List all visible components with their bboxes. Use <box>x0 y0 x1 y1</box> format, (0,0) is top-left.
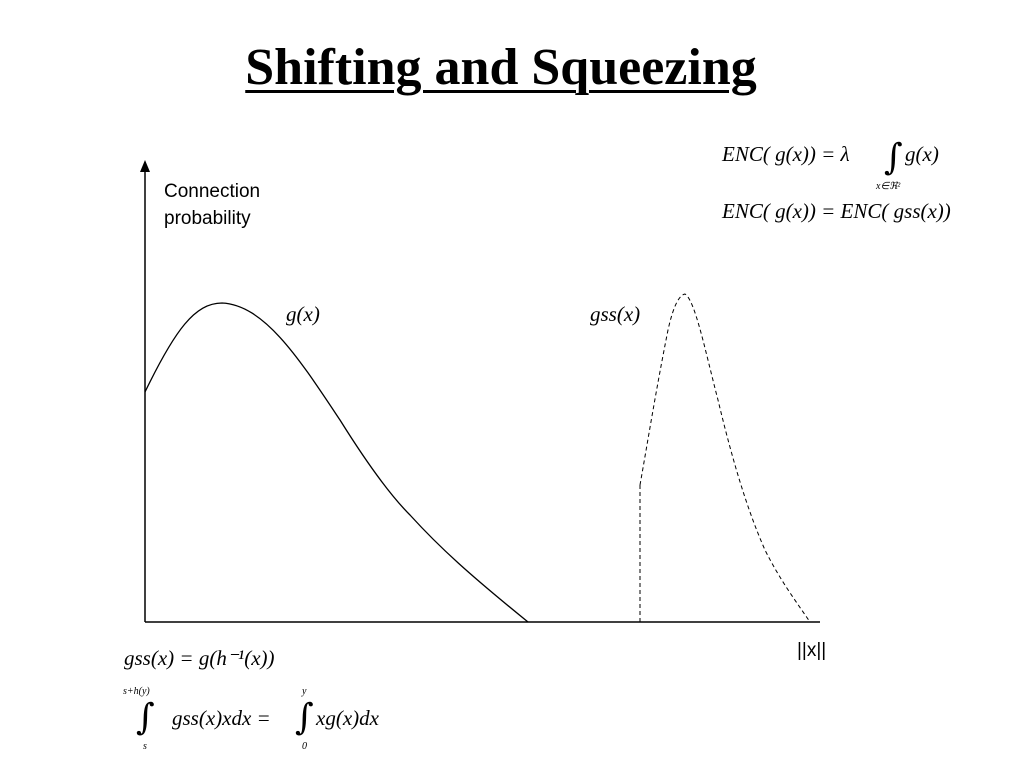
y-axis-label-line1: Connection <box>164 181 261 202</box>
enc-equation-1-right: g(x) <box>905 142 939 166</box>
y-axis-label: Connection probability <box>164 178 260 232</box>
y-axis-arrowhead <box>140 160 150 172</box>
right-integral-lower-limit: 0 <box>302 741 307 752</box>
gss-definition: gss(x) = g(h⁻¹(x)) <box>124 646 275 670</box>
enc-equation-2: ENC( g(x)) = ENC( gss(x)) <box>722 199 951 223</box>
g-curve <box>144 302 529 623</box>
right-integral-sign: ∫ <box>295 697 314 738</box>
left-integral-body: gss(x)xdx = <box>172 706 271 730</box>
enc-integral-sign: ∫ <box>884 137 903 178</box>
left-integral-sign: ∫ <box>136 697 155 738</box>
slide-title: Shifting and Squeezing <box>245 39 757 96</box>
y-axis-label-line2: probability <box>164 208 251 229</box>
g-curve-label: g(x) <box>286 302 320 326</box>
left-integral-lower-limit: s <box>143 741 147 752</box>
enc-equation-1-left: ENC( g(x)) = λ <box>722 142 850 166</box>
left-integral-upper-limit: s+h(y) <box>123 686 150 697</box>
enc-integral-subscript: x∈ℜ² <box>876 181 901 192</box>
gss-curve <box>639 293 811 623</box>
right-integral-upper-limit: y <box>302 686 307 697</box>
x-axis-label: ||x|| <box>797 640 827 661</box>
gss-curve-label: gss(x) <box>590 302 641 326</box>
right-integral-body: xg(x)dx <box>316 706 379 730</box>
